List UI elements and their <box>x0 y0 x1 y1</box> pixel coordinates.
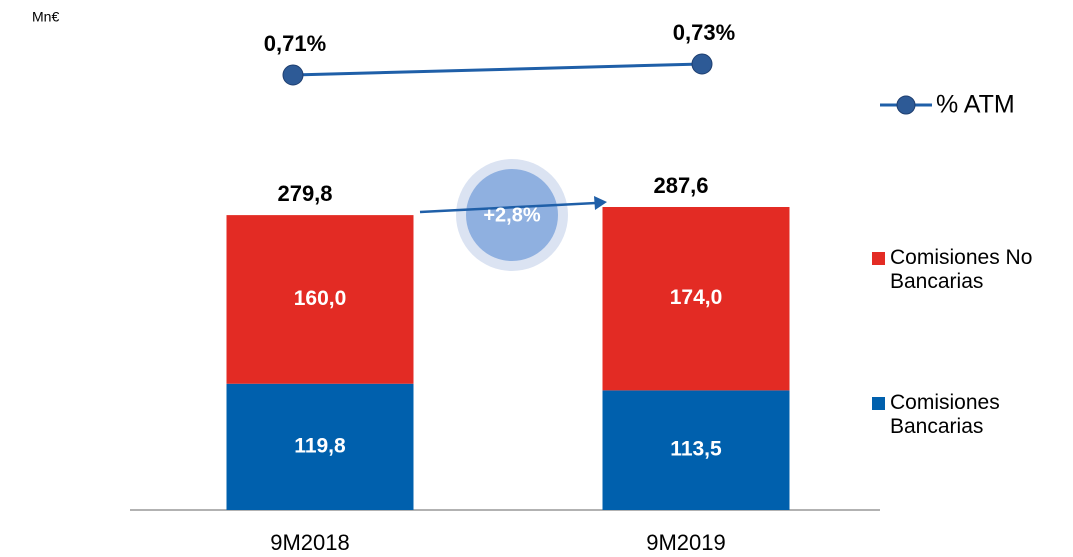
legend-label: Comisiones Bancarias <box>890 391 1000 438</box>
x-tick-label: 9M2019 <box>646 530 726 555</box>
total-label: 279,8 <box>277 181 332 206</box>
bar <box>226 383 414 510</box>
total-label: 287,6 <box>653 173 708 198</box>
bar <box>602 207 790 391</box>
growth-arrow-head <box>594 196 607 210</box>
value-label: 160,0 <box>294 287 347 310</box>
value-label: 119,8 <box>294 434 346 457</box>
legend-marker <box>896 95 916 115</box>
bar <box>226 215 414 384</box>
line-marker <box>282 64 304 86</box>
legend-swatch <box>872 252 885 265</box>
line-value-label: 0,73% <box>673 20 735 45</box>
legend-swatch <box>872 397 885 410</box>
unit-label: Mn€ <box>32 9 59 25</box>
legend-label: % ATM <box>936 91 1015 119</box>
growth-label: +2,8% <box>483 204 540 226</box>
legend-label: Comisiones No Bancarias <box>890 246 1033 293</box>
value-label: 113,5 <box>670 438 722 461</box>
value-label: 174,0 <box>670 286 723 309</box>
growth-arrow <box>419 201 597 214</box>
line-value-label: 0,71% <box>264 31 326 56</box>
growth-bubble <box>466 169 558 261</box>
line <box>292 62 703 77</box>
line-marker <box>691 53 713 75</box>
x-tick-label: 9M2018 <box>270 530 350 555</box>
bar <box>602 390 790 510</box>
